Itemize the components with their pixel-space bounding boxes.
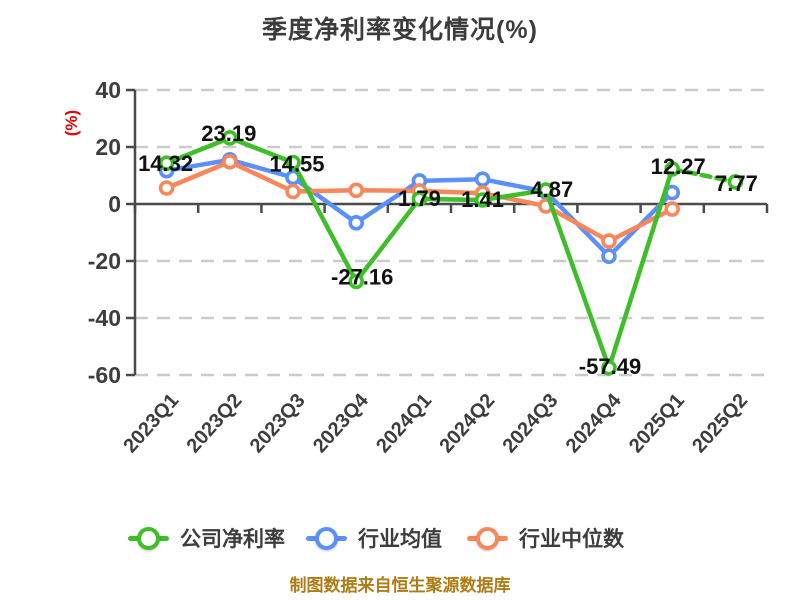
data-point[interactable]	[222, 154, 238, 170]
legend-item-0[interactable]: 公司净利率	[128, 521, 285, 555]
x-tick-label: 2023Q3	[246, 390, 310, 458]
legend-label: 行业均值	[358, 528, 442, 551]
x-tick-label: 2023Q1	[119, 390, 183, 458]
data-point[interactable]	[601, 359, 617, 376]
data-point[interactable]	[664, 161, 681, 177]
data-point-label: -27.16	[331, 264, 393, 289]
legend-item-1[interactable]: 行业均值	[306, 521, 442, 555]
data-point-label: 1.79	[398, 186, 441, 211]
data-point[interactable]	[664, 201, 681, 217]
legend-marker-icon	[467, 526, 508, 550]
data-point[interactable]	[601, 248, 617, 265]
data-point[interactable]	[158, 155, 175, 171]
data-point[interactable]	[285, 183, 301, 200]
data-point[interactable]	[727, 174, 744, 190]
data-point-label: 1.41	[461, 187, 504, 212]
x-tick-label: 2024Q2	[435, 390, 499, 458]
x-tick-label: 2025Q1	[625, 390, 689, 458]
y-tick-label: 20	[95, 134, 121, 160]
data-point-label: 4.87	[530, 177, 573, 202]
legend-marker-icon	[306, 526, 347, 550]
data-point[interactable]	[601, 233, 617, 249]
legend-dot-icon	[137, 526, 160, 550]
data-point[interactable]	[348, 215, 365, 231]
data-point[interactable]	[537, 182, 554, 198]
data-point[interactable]	[474, 192, 491, 208]
y-tick-label: -60	[88, 362, 121, 388]
y-tick-label: 0	[108, 191, 121, 217]
y-tick-label: -20	[88, 248, 121, 274]
data-point-label: -57.49	[579, 354, 641, 379]
data-point-label: 7.77	[715, 171, 758, 196]
chart-title: 季度净利率变化情况(%)	[262, 16, 538, 44]
y-tick-label: -40	[88, 305, 121, 331]
series-2-points	[158, 154, 681, 249]
series-0-points	[158, 130, 744, 376]
legend: 公司净利率 行业均值 行业中位数	[0, 521, 800, 555]
data-source-note: 制图数据来自恒生聚源数据库	[289, 576, 511, 595]
x-tick-label: 2024Q4	[562, 389, 627, 457]
legend-dot-icon	[476, 526, 499, 550]
legend-dot-icon	[315, 526, 338, 550]
data-point-label: 23.19	[201, 121, 256, 146]
data-point[interactable]	[285, 154, 301, 171]
data-point[interactable]	[348, 273, 365, 290]
y-tick-label: 40	[95, 77, 121, 103]
x-tick-label: 2024Q1	[372, 390, 436, 458]
data-point-label: 14.55	[269, 152, 324, 177]
legend-label: 公司净利率	[180, 528, 285, 551]
data-point[interactable]	[158, 180, 175, 196]
legend-marker-icon	[128, 526, 169, 550]
legend-item-2[interactable]: 行业中位数	[467, 521, 624, 555]
legend-label: 行业中位数	[519, 528, 624, 551]
x-tick-label: 2024Q3	[499, 390, 563, 458]
x-tick-label: 2023Q4	[309, 389, 374, 457]
data-point[interactable]	[411, 191, 428, 207]
data-point[interactable]	[474, 171, 491, 187]
x-tick-label: 2025Q2	[688, 390, 752, 458]
data-point[interactable]	[222, 130, 238, 146]
data-point-label: 14.32	[138, 151, 193, 176]
x-tick-label: 2023Q2	[183, 390, 247, 458]
data-point[interactable]	[348, 182, 365, 199]
data-point-label: 12.27	[651, 154, 706, 179]
